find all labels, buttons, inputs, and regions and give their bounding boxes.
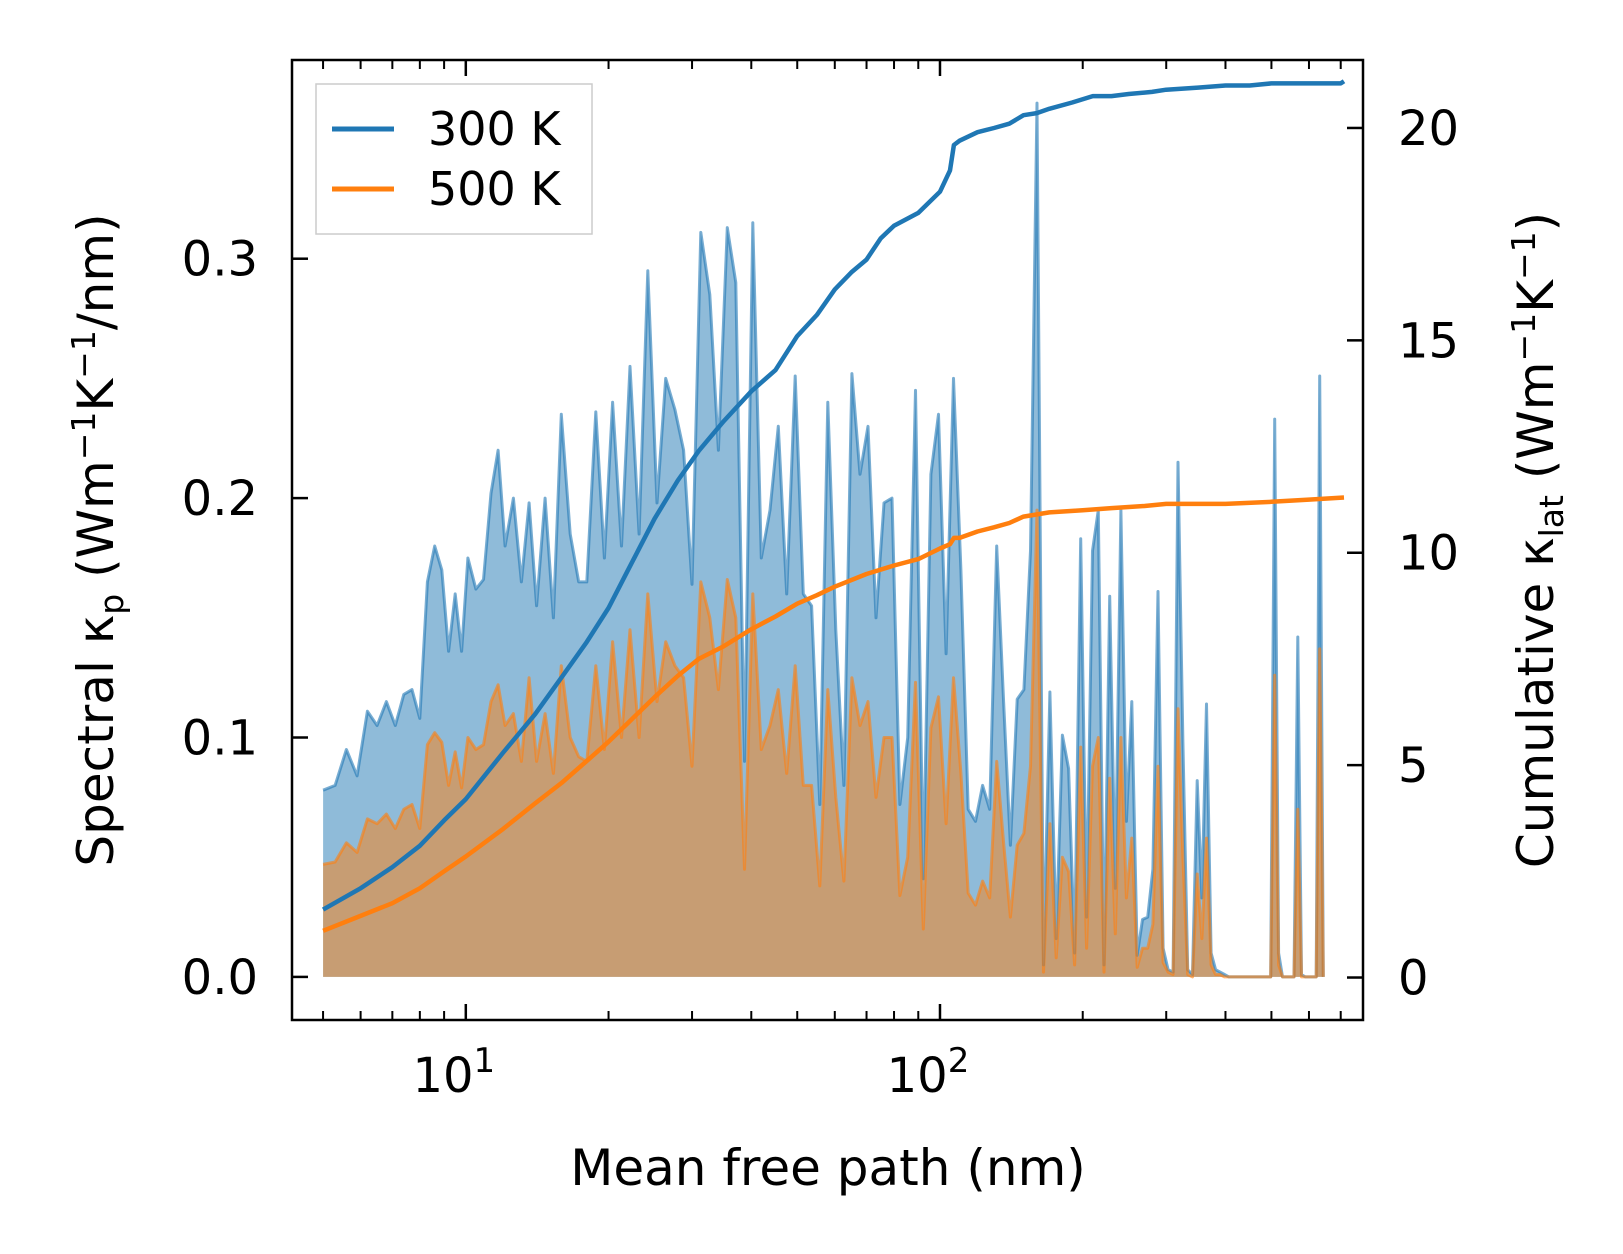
spectral-area-500k — [323, 510, 1324, 977]
cumulative-line-300k — [321, 79, 1346, 912]
spectral-lines — [322, 101, 1325, 979]
y-left-tick-label: 0.2 — [182, 471, 258, 527]
y-left-axis-title: Spectral κp (Wm−1K−1/nm) — [64, 213, 131, 866]
y-right-axis-title: Cumulative κlat (Wm−1K−1) — [1504, 212, 1571, 868]
y-right-tick-label: 5 — [1398, 738, 1429, 794]
legend-box — [315, 83, 593, 235]
x-tick-label: 101 — [412, 1041, 495, 1104]
y-right-tick-label: 15 — [1398, 313, 1459, 369]
spectral-line-500k — [322, 508, 1325, 979]
y-left-tick-label: 0.1 — [182, 711, 258, 767]
y-right-tick-label: 20 — [1398, 101, 1459, 157]
y-right-tick-label: 0 — [1398, 951, 1429, 1007]
x-axis-title: Mean free path (nm) — [570, 1139, 1086, 1197]
axis-ticks — [292, 60, 1363, 1020]
cumulative-line-500k — [322, 495, 1345, 933]
spectral-line-300k — [322, 101, 1325, 979]
legend-label-300k: 300 K — [428, 102, 562, 156]
y-right-tick-label: 10 — [1398, 526, 1459, 582]
spectral-fills — [323, 103, 1324, 977]
y-left-tick-label: 0.0 — [182, 950, 258, 1006]
y-left-tick-label: 0.3 — [182, 232, 258, 288]
tick-labels: 101 102 0.0 0.1 0.2 0.3 0 5 10 15 20 — [182, 101, 1459, 1104]
legend-label-500k: 500 K — [428, 162, 562, 216]
plot-frame — [290, 58, 1365, 1022]
legend: 300 K 500 K — [315, 83, 593, 235]
x-tick-label: 102 — [887, 1041, 970, 1104]
cumulative-lines — [321, 79, 1346, 933]
